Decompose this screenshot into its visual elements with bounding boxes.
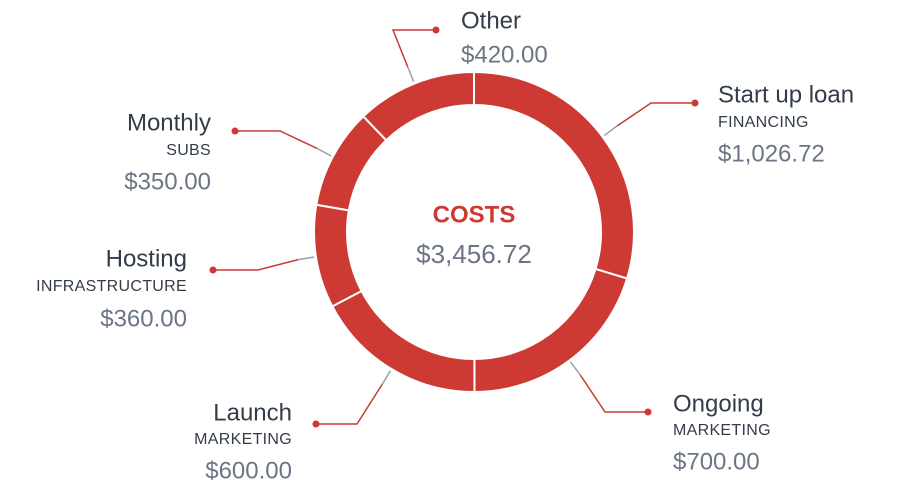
leader-line [579, 374, 648, 413]
slice-name: Start up loan [718, 81, 854, 108]
leader-dot [691, 99, 699, 107]
donut-slice [330, 289, 476, 393]
slice-name: Other [461, 7, 521, 34]
slice-value: $600.00 [205, 457, 292, 484]
leader-gray [603, 125, 618, 137]
slice-subtitle: MARKETING [194, 431, 292, 448]
slice-name: Ongoing [673, 390, 764, 417]
slice-subtitle: MARKETING [673, 422, 771, 439]
leader-gray [381, 370, 392, 385]
leader-dot [432, 26, 440, 34]
slice-name: Monthly [127, 109, 211, 136]
center-total: $3,456.72 [416, 239, 532, 269]
donut-slice [361, 70, 475, 142]
slice-value: $1,026.72 [718, 140, 825, 167]
donut-slice [313, 203, 363, 308]
slice-value: $350.00 [124, 168, 211, 195]
slice-value: $420.00 [461, 41, 548, 68]
leader-dot [644, 408, 652, 416]
leader-line [235, 130, 318, 150]
slice-name: Hosting [106, 245, 187, 272]
leader-gray [570, 361, 581, 376]
donut-slice [473, 267, 629, 394]
leader-line [616, 102, 695, 127]
leader-line [391, 29, 436, 68]
leader-gray [406, 66, 415, 82]
slice-subtitle: SUBS [166, 142, 211, 159]
leader-gray [298, 256, 315, 261]
leader-line [213, 258, 299, 271]
leader-dot [209, 266, 217, 274]
slice-subtitle: FINANCING [718, 114, 809, 131]
slice-value: $360.00 [100, 305, 187, 332]
leader-line [316, 384, 383, 425]
leader-dot [231, 127, 239, 135]
leader-gray [316, 147, 332, 157]
leader-dot [312, 420, 320, 428]
slice-subtitle: INFRASTRUCTURE [36, 278, 187, 295]
slice-value: $700.00 [673, 448, 760, 475]
center-title: COSTS [433, 201, 516, 228]
slice-name: Launch [213, 399, 292, 426]
